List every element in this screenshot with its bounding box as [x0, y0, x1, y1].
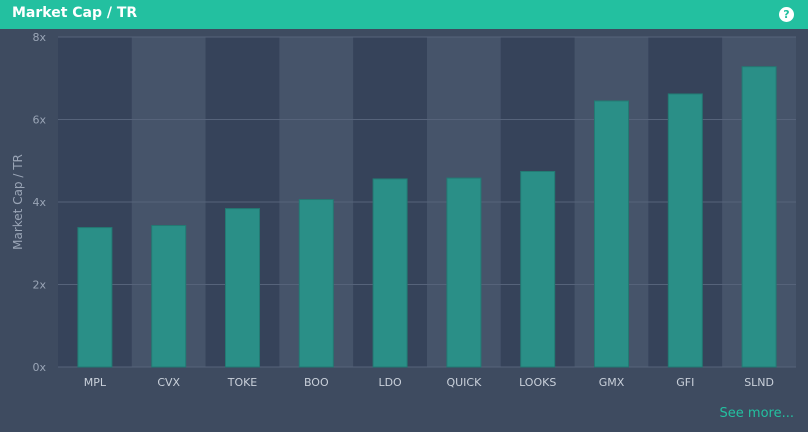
bar-mpl — [77, 227, 113, 368]
bar-gmx — [594, 100, 629, 368]
y-tick-label: 8x — [32, 31, 46, 44]
x-tick-label: QUICK — [446, 376, 482, 389]
widget-title: Market Cap / TR — [12, 5, 138, 21]
x-tick-label: CVX — [157, 376, 180, 389]
bar-quick — [446, 177, 482, 368]
x-tick-label: LDO — [378, 376, 402, 389]
x-tick-label: BOO — [304, 376, 329, 389]
market-cap-tr-bar-chart: 0x 2x 4x 6x 8x Market Cap / TR MPL CVX TOKE BOO LD… — [11, 31, 796, 389]
bar-boo — [298, 199, 334, 368]
y-axis-label: Market Cap / TR — [11, 154, 25, 250]
y-tick-label: 6x — [32, 114, 46, 127]
bar-ldo — [372, 178, 408, 368]
bar-slnd — [741, 66, 777, 368]
x-tick-label: MPL — [84, 376, 107, 389]
widget-header: Market Cap / TR ? — [0, 0, 808, 29]
see-more-link[interactable]: See more... — [719, 406, 794, 421]
x-tick-label: GMX — [599, 376, 625, 389]
x-tick-label: GFI — [676, 376, 694, 389]
x-tick-label: TOKE — [227, 376, 258, 389]
y-tick-label: 0x — [32, 361, 46, 374]
bar-gfi — [667, 93, 703, 368]
x-tick-label: SLND — [744, 376, 774, 389]
bar-looks — [520, 170, 556, 368]
y-tick-label: 4x — [32, 196, 46, 209]
help-icon[interactable]: ? — [779, 7, 794, 22]
x-tick-label: LOOKS — [519, 376, 556, 389]
bar-toke — [225, 208, 260, 368]
y-tick-label: 2x — [32, 279, 46, 292]
bar-cvx — [151, 225, 187, 368]
